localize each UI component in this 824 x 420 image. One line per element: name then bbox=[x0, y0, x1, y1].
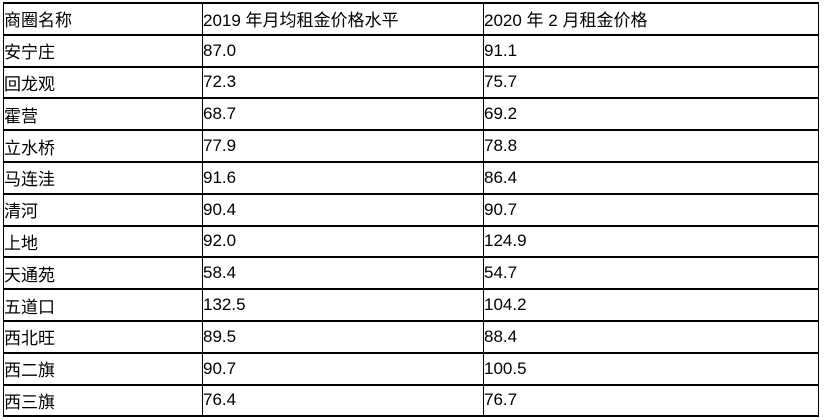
table-row: 回龙观 72.3 75.7 bbox=[3, 65, 819, 100]
district-name-cell: 回龙观 bbox=[3, 65, 203, 100]
rent-2020-cell: 54.7 bbox=[483, 256, 819, 291]
rent-2020-cell: 88.4 bbox=[483, 319, 819, 354]
rent-2020-cell: 78.8 bbox=[483, 129, 819, 163]
rent-2020-cell: 124.9 bbox=[483, 224, 819, 259]
district-name-cell: 立水桥 bbox=[3, 129, 203, 163]
header-district: 商圈名称 bbox=[3, 2, 203, 36]
table-row: 清河 90.4 90.7 bbox=[3, 192, 819, 227]
district-name-cell: 上地 bbox=[3, 224, 203, 259]
table-row: 天通苑 58.4 54.7 bbox=[3, 256, 819, 291]
district-name-cell: 安宁庄 bbox=[3, 33, 203, 68]
rent-2020-cell: 91.1 bbox=[483, 33, 819, 68]
table-row: 西北旺 89.5 88.4 bbox=[3, 319, 819, 354]
table-row: 西三旗 76.4 76.7 bbox=[3, 383, 819, 418]
rent-2019-cell: 92.0 bbox=[202, 224, 484, 259]
table-row: 立水桥 77.9 78.8 bbox=[3, 129, 819, 163]
table-row: 霍营 68.7 69.2 bbox=[3, 97, 819, 132]
header-row: 商圈名称 2019 年月均租金价格水平 2020 年 2 月租金价格 bbox=[3, 2, 819, 36]
table-row: 西二旗 90.7 100.5 bbox=[3, 351, 819, 386]
rent-2020-cell: 100.5 bbox=[483, 351, 819, 386]
rent-2020-cell: 86.4 bbox=[483, 160, 819, 195]
table-row: 马连洼 91.6 86.4 bbox=[3, 160, 819, 195]
rent-2019-cell: 90.4 bbox=[202, 192, 484, 227]
header-rent-2020: 2020 年 2 月租金价格 bbox=[483, 2, 819, 36]
district-name-cell: 马连洼 bbox=[3, 160, 203, 195]
rent-2019-cell: 76.4 bbox=[202, 383, 484, 418]
rent-2019-cell: 87.0 bbox=[202, 33, 484, 68]
rent-2020-cell: 69.2 bbox=[483, 97, 819, 132]
header-rent-2019: 2019 年月均租金价格水平 bbox=[202, 2, 484, 36]
rent-2019-cell: 132.5 bbox=[202, 288, 484, 322]
district-name-cell: 西三旗 bbox=[3, 383, 203, 418]
table-row: 安宁庄 87.0 91.1 bbox=[3, 33, 819, 68]
district-name-cell: 西二旗 bbox=[3, 351, 203, 386]
rent-price-table: 商圈名称 2019 年月均租金价格水平 2020 年 2 月租金价格 安宁庄 8… bbox=[3, 2, 819, 418]
rent-2019-cell: 58.4 bbox=[202, 256, 484, 291]
rent-2020-cell: 75.7 bbox=[483, 65, 819, 100]
rent-2020-cell: 76.7 bbox=[483, 383, 819, 418]
rent-2019-cell: 72.3 bbox=[202, 65, 484, 100]
district-name-cell: 西北旺 bbox=[3, 319, 203, 354]
rent-2020-cell: 90.7 bbox=[483, 192, 819, 227]
rent-2019-cell: 89.5 bbox=[202, 319, 484, 354]
rent-2019-cell: 90.7 bbox=[202, 351, 484, 386]
district-name-cell: 天通苑 bbox=[3, 256, 203, 291]
table-row: 上地 92.0 124.9 bbox=[3, 224, 819, 259]
rent-2020-cell: 104.2 bbox=[483, 288, 819, 322]
table-row: 五道口 132.5 104.2 bbox=[3, 288, 819, 322]
rent-2019-cell: 77.9 bbox=[202, 129, 484, 163]
district-name-cell: 五道口 bbox=[3, 288, 203, 322]
district-name-cell: 清河 bbox=[3, 192, 203, 227]
rent-2019-cell: 68.7 bbox=[202, 97, 484, 132]
rent-2019-cell: 91.6 bbox=[202, 160, 484, 195]
district-name-cell: 霍营 bbox=[3, 97, 203, 132]
